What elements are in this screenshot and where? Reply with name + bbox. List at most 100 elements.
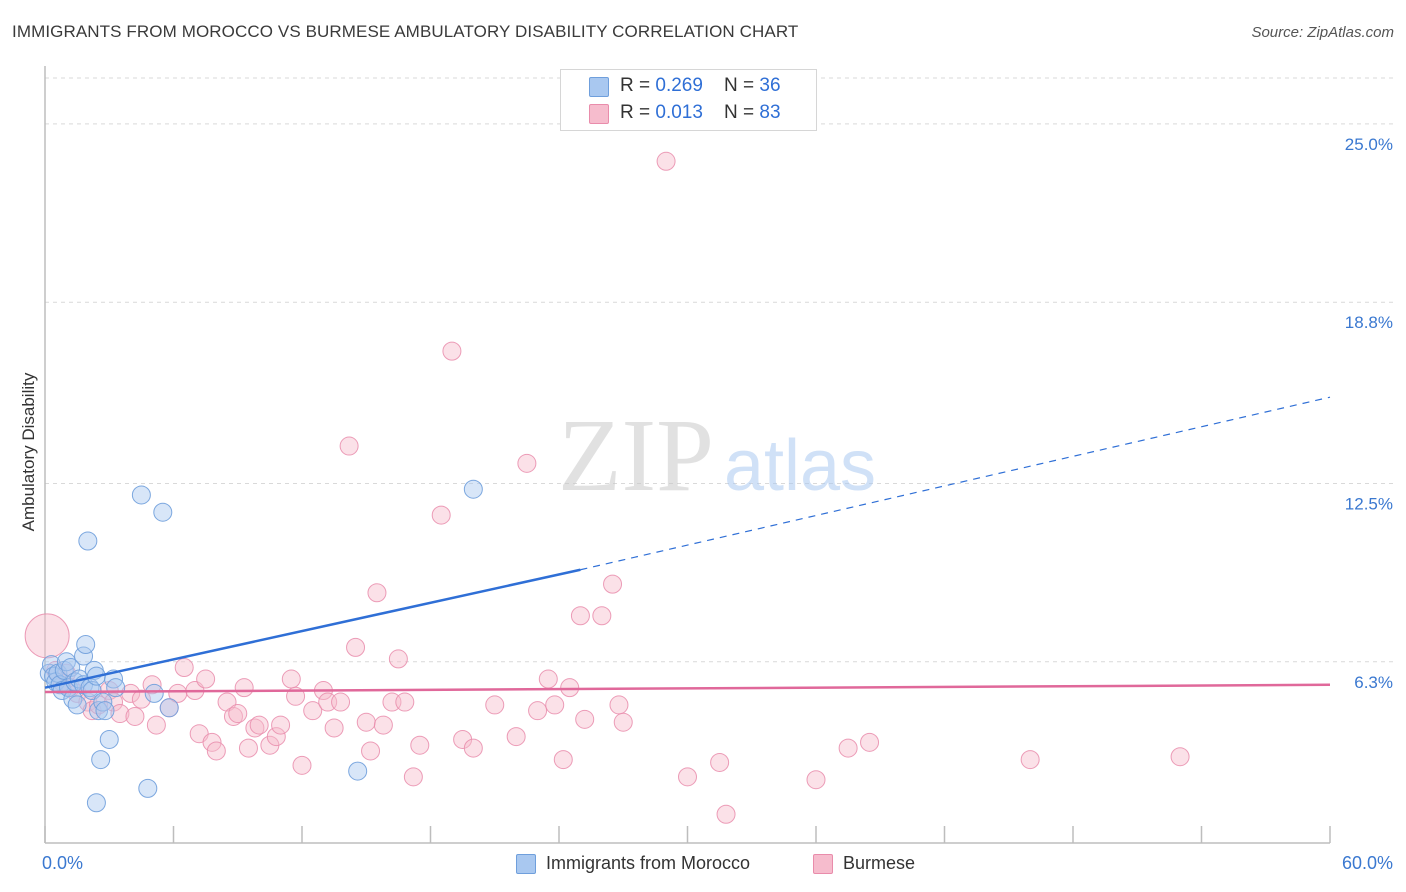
burmese-point bbox=[281, 669, 301, 689]
legend-swatch-burmese bbox=[589, 104, 609, 124]
burmese-point bbox=[710, 752, 730, 772]
legend-swatch-morocco bbox=[589, 77, 609, 97]
morocco-point bbox=[463, 479, 483, 499]
morocco-point bbox=[86, 793, 106, 813]
burmese-point bbox=[206, 741, 226, 761]
legend-swatch-morocco-bottom bbox=[516, 854, 536, 874]
burmese-point bbox=[24, 613, 70, 659]
morocco-point bbox=[99, 729, 119, 749]
burmese-point bbox=[716, 804, 736, 824]
burmese-point bbox=[196, 669, 216, 689]
burmese-point bbox=[249, 715, 269, 735]
burmese-point bbox=[538, 669, 558, 689]
burmese-point bbox=[131, 689, 151, 709]
burmese-point bbox=[575, 709, 595, 729]
burmese-point bbox=[560, 678, 580, 698]
burmese-point bbox=[506, 727, 526, 747]
burmese-point bbox=[463, 738, 483, 758]
burmese-point bbox=[609, 695, 629, 715]
burmese-trend-line bbox=[44, 683, 1331, 694]
chart-title: IMMIGRANTS FROM MOROCCO VS BURMESE AMBUL… bbox=[12, 22, 799, 41]
r-label: R = bbox=[620, 75, 656, 96]
burmese-point bbox=[202, 732, 222, 752]
burmese-point bbox=[110, 704, 130, 724]
burmese-point bbox=[838, 738, 858, 758]
y-tick-label: 6.3% bbox=[1354, 673, 1393, 692]
burmese-point bbox=[174, 658, 194, 678]
morocco-trend-line bbox=[44, 568, 581, 689]
burmese-point bbox=[1170, 747, 1190, 767]
burmese-point bbox=[367, 583, 387, 603]
burmese-point bbox=[146, 715, 166, 735]
morocco-point bbox=[74, 646, 94, 666]
burmese-point bbox=[271, 715, 291, 735]
burmese-point bbox=[592, 606, 612, 626]
burmese-point bbox=[324, 718, 344, 738]
correlation-legend: R = 0.269 N = 36 R = 0.013 N = 83 bbox=[560, 69, 817, 131]
burmese-point bbox=[485, 695, 505, 715]
morocco-point bbox=[106, 678, 126, 698]
x-tick-label-max: 60.0% bbox=[1342, 853, 1393, 873]
burmese-point bbox=[388, 649, 408, 669]
x-tick-label-min: 0.0% bbox=[42, 853, 83, 873]
morocco-point bbox=[78, 531, 98, 551]
legend-row-morocco: R = 0.269 N = 36 bbox=[620, 74, 781, 98]
source-label: Source: ZipAtlas.com bbox=[1251, 24, 1394, 41]
morocco-point bbox=[89, 701, 109, 721]
n-value: 83 bbox=[759, 102, 781, 123]
morocco-point bbox=[67, 695, 87, 715]
n-value: 36 bbox=[759, 75, 781, 96]
burmese-point bbox=[410, 735, 430, 755]
burmese-point bbox=[656, 151, 676, 171]
burmese-point bbox=[361, 741, 381, 761]
burmese-point bbox=[570, 606, 590, 626]
burmese-point bbox=[346, 637, 366, 657]
legend-row-burmese: R = 0.013 N = 83 bbox=[620, 101, 781, 125]
burmese-point bbox=[528, 701, 548, 721]
burmese-point bbox=[125, 706, 145, 726]
burmese-point bbox=[339, 436, 359, 456]
watermark-atlas-text: atlas bbox=[724, 426, 876, 506]
morocco-point bbox=[138, 778, 158, 798]
morocco-point bbox=[159, 698, 179, 718]
y-tick-label: 25.0% bbox=[1345, 135, 1393, 154]
burmese-point bbox=[1020, 750, 1040, 770]
legend-label-burmese: Burmese bbox=[843, 853, 916, 873]
morocco-point bbox=[153, 502, 173, 522]
burmese-point bbox=[356, 712, 376, 732]
morocco-point bbox=[131, 485, 151, 505]
burmese-point bbox=[442, 341, 462, 361]
burmese-point bbox=[553, 750, 573, 770]
legend-swatch-burmese-bottom bbox=[813, 854, 833, 874]
burmese-point bbox=[431, 505, 451, 525]
morocco-point bbox=[348, 761, 368, 781]
burmese-point bbox=[373, 715, 393, 735]
burmese-point bbox=[228, 704, 248, 724]
watermark-zip-text: ZIP bbox=[558, 398, 714, 513]
burmese-point bbox=[545, 695, 565, 715]
n-label: N = bbox=[724, 102, 760, 123]
burmese-point bbox=[303, 701, 323, 721]
burmese-point bbox=[395, 692, 415, 712]
r-value: 0.269 bbox=[655, 75, 703, 96]
burmese-point bbox=[403, 767, 423, 787]
burmese-point bbox=[266, 727, 286, 747]
y-tick-label: 12.5% bbox=[1345, 494, 1393, 513]
burmese-point bbox=[806, 770, 826, 790]
burmese-point bbox=[238, 738, 258, 758]
morocco-trend-extension bbox=[580, 396, 1331, 571]
burmese-point bbox=[331, 692, 351, 712]
burmese-point bbox=[613, 712, 633, 732]
morocco-point bbox=[144, 683, 164, 703]
r-label: R = bbox=[620, 102, 656, 123]
y-tick-label: 18.8% bbox=[1345, 313, 1393, 332]
zipatlas-watermark: ZIP atlas bbox=[558, 398, 876, 513]
burmese-point bbox=[517, 453, 537, 473]
burmese-point bbox=[678, 767, 697, 787]
burmese-point bbox=[860, 732, 880, 752]
legend-label-morocco: Immigrants from Morocco bbox=[546, 853, 751, 873]
n-label: N = bbox=[724, 75, 760, 96]
y-axis-title: Ambulatory Disability bbox=[19, 372, 38, 532]
burmese-point bbox=[121, 683, 141, 703]
